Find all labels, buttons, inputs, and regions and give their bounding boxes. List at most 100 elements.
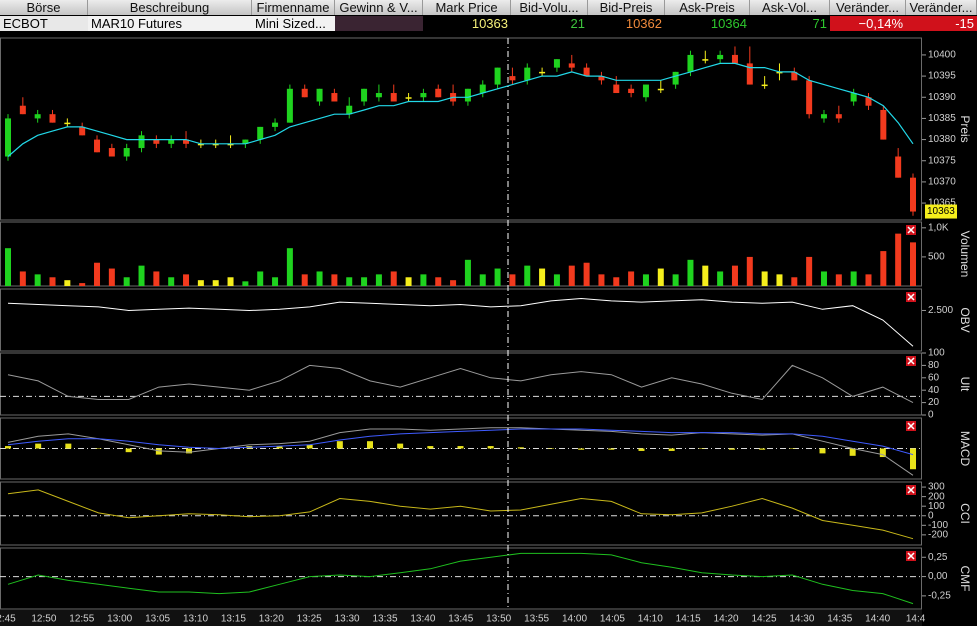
column-header[interactable]: Börse <box>0 0 88 15</box>
column-header[interactable]: Bid-Preis <box>588 0 665 15</box>
column-header[interactable]: Bid-Volu... <box>511 0 588 15</box>
column-header[interactable]: Gewinn & V... <box>335 0 423 15</box>
candle-body <box>390 93 397 102</box>
y-tick-label: 100 <box>928 348 945 359</box>
y-tick-label: 40 <box>928 385 940 396</box>
candle-body <box>539 71 546 74</box>
candle-body <box>286 88 293 123</box>
panel-label: Ult <box>958 377 972 392</box>
volume-bar <box>791 277 798 286</box>
candle-body <box>865 97 872 106</box>
candle-body <box>642 84 649 98</box>
candle-body <box>138 135 145 149</box>
y-tick-label: -0,25 <box>928 591 951 602</box>
x-tick-label: 14:30 <box>789 614 814 625</box>
indicator-line <box>7 364 914 404</box>
x-tick-label: 2:45 <box>0 614 16 625</box>
x-tick-label: 13:00 <box>107 614 132 625</box>
volume-bar <box>761 271 768 286</box>
last-price-label: 10363 <box>927 206 955 217</box>
panel-label: MACD <box>958 431 972 467</box>
volume-bar <box>806 256 813 286</box>
candle-body <box>212 143 219 146</box>
x-tick-label: 14:15 <box>676 614 701 625</box>
candle-body <box>464 88 471 102</box>
candle-body <box>435 88 442 98</box>
column-header[interactable]: Veränder... <box>830 0 906 15</box>
candle-body <box>761 84 768 87</box>
x-tick-label: 12:50 <box>31 614 56 625</box>
column-header[interactable]: Ask-Preis <box>665 0 750 15</box>
candle-body <box>553 59 560 68</box>
x-tick-label: 13:05 <box>145 614 170 625</box>
candle-body <box>806 80 813 115</box>
panel-label: OBV <box>958 307 972 332</box>
y-tick-label: 0,25 <box>928 552 948 563</box>
candle-body <box>524 67 531 81</box>
y-tick-label: 200 <box>928 491 945 502</box>
y-tick-label: 0 <box>928 510 934 521</box>
candle-body <box>583 67 590 77</box>
volume-bar <box>820 271 827 286</box>
y-tick-label: 100 <box>928 501 945 512</box>
volume-bar <box>212 280 219 286</box>
y-tick-label: 500 <box>928 252 945 263</box>
histogram-bar <box>879 448 886 458</box>
histogram-bar <box>186 448 192 454</box>
histogram-bar <box>457 446 464 449</box>
histogram-bar <box>367 441 373 449</box>
column-header[interactable]: Beschreibung <box>88 0 252 15</box>
candle-body <box>316 88 323 102</box>
histogram-bar <box>276 446 283 449</box>
volume-bar <box>257 271 264 286</box>
candle-body <box>835 114 842 119</box>
histogram-bar <box>487 446 494 449</box>
table-cell: Mini Sized... <box>252 16 335 31</box>
candle-body <box>34 114 41 119</box>
indicator-line <box>7 428 914 456</box>
candle-body <box>346 105 353 115</box>
x-tick-label: 14:20 <box>714 614 739 625</box>
time-axis <box>0 610 922 626</box>
indicator-line <box>7 297 914 347</box>
y-tick-label: 10390 <box>928 92 956 103</box>
table-cell: ECBOT <box>0 16 88 31</box>
close-icon-x <box>907 357 915 365</box>
volume-bar <box>642 274 649 286</box>
volume-bar <box>227 277 234 286</box>
volume-bar <box>346 277 353 286</box>
histogram-bar <box>155 448 162 455</box>
y-tick-label: 0,00 <box>928 571 948 582</box>
volume-bar <box>242 281 249 286</box>
volume-bar <box>79 283 86 286</box>
volume-bar <box>598 274 605 286</box>
candle-body <box>197 143 204 146</box>
column-header[interactable]: Firmenname <box>252 0 335 15</box>
volume-bar <box>553 274 560 286</box>
candle-body <box>850 93 857 102</box>
y-tick-label: 10375 <box>928 155 956 166</box>
volume-bar <box>687 259 694 286</box>
column-header[interactable]: Mark Price <box>423 0 511 15</box>
last-price-tag <box>925 204 957 219</box>
candle-body <box>479 84 486 94</box>
candle-body <box>687 54 694 72</box>
histogram-bar <box>5 446 11 449</box>
table-cell: MAR10 Futures <box>88 16 252 31</box>
y-tick-label: 10400 <box>928 50 956 61</box>
histogram-bar <box>306 444 313 449</box>
candle-body <box>64 122 71 125</box>
histogram-bar <box>849 448 856 456</box>
table-cell: -15 <box>906 16 977 31</box>
y-tick-label: 10370 <box>928 177 956 188</box>
x-tick-label: 13:45 <box>448 614 473 625</box>
candle-body <box>168 139 175 144</box>
column-header[interactable]: Veränder... <box>906 0 977 15</box>
column-header[interactable]: Ask-Vol... <box>750 0 830 15</box>
candle-body <box>776 71 783 74</box>
volume-bar <box>583 262 590 286</box>
x-tick-label: 14:05 <box>600 614 625 625</box>
volume-bar <box>168 277 175 286</box>
volume-bar <box>138 265 145 286</box>
